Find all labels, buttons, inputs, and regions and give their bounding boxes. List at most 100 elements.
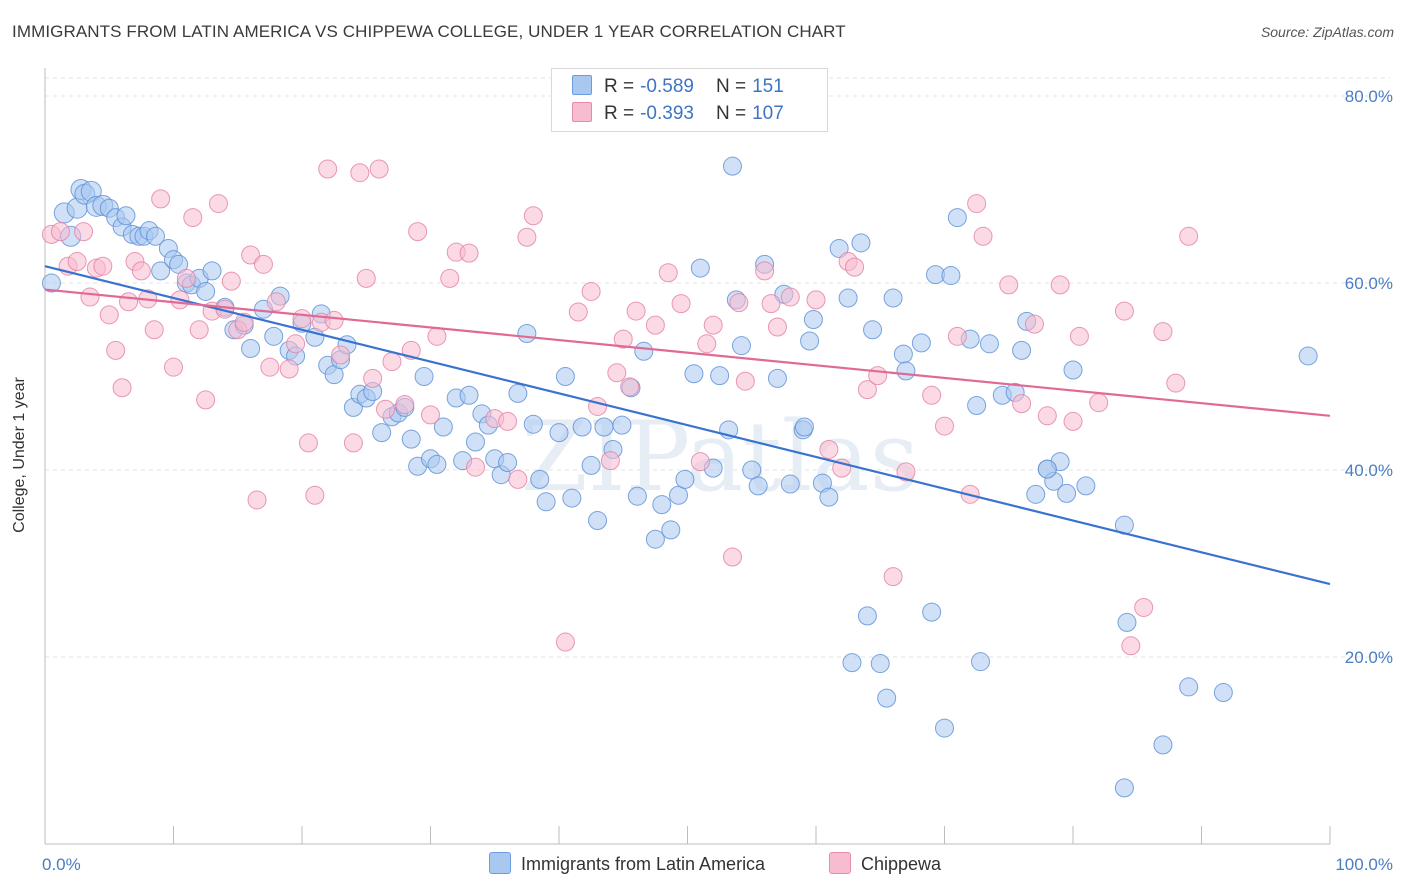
- point-chippewa-62: [517, 227, 537, 247]
- series-chippewa: [41, 159, 1199, 656]
- point-chippewa-10: [112, 378, 132, 398]
- point-chippewa-36: [292, 309, 312, 329]
- point-chippewa-77: [697, 334, 717, 354]
- point-chippewa-110: [1121, 636, 1141, 656]
- point-immigrants-116: [896, 361, 916, 381]
- legend-swatch-pink: [572, 102, 592, 122]
- point-immigrants-25: [196, 281, 216, 301]
- point-immigrants-75: [581, 455, 601, 475]
- trend-line-immigrants: [44, 265, 1331, 586]
- point-immigrants-82: [634, 341, 654, 361]
- point-chippewa-50: [395, 395, 415, 415]
- point-immigrants-136: [1076, 476, 1096, 496]
- point-chippewa-114: [1179, 226, 1199, 246]
- point-immigrants-139: [1037, 459, 1057, 479]
- point-immigrants-121: [941, 266, 961, 286]
- point-chippewa-46: [363, 368, 383, 388]
- point-chippewa-28: [234, 312, 254, 332]
- point-immigrants-30: [241, 338, 261, 358]
- point-chippewa-68: [600, 451, 620, 471]
- point-immigrants-87: [675, 469, 695, 489]
- point-chippewa-80: [729, 293, 749, 313]
- point-immigrants-69: [530, 469, 550, 489]
- point-chippewa-70: [613, 329, 633, 349]
- point-immigrants-118: [922, 602, 942, 622]
- point-immigrants-144: [1213, 683, 1233, 703]
- point-chippewa-97: [947, 326, 967, 346]
- point-chippewa-87: [819, 439, 839, 459]
- trend-lines: [44, 265, 1331, 586]
- point-chippewa-52: [408, 222, 428, 242]
- point-chippewa-96: [935, 416, 954, 436]
- point-chippewa-5: [80, 287, 100, 307]
- legend-swatch-blue: [489, 852, 511, 874]
- point-chippewa-8: [99, 305, 119, 325]
- point-immigrants-120: [935, 718, 954, 738]
- point-immigrants-76: [588, 511, 608, 531]
- point-immigrants-60: [465, 432, 485, 452]
- legend-swatch-blue: [572, 75, 592, 95]
- point-chippewa-34: [279, 359, 299, 379]
- point-chippewa-86: [806, 290, 826, 310]
- point-immigrants-32: [264, 326, 284, 346]
- point-chippewa-103: [1024, 314, 1044, 334]
- point-immigrants-67: [517, 324, 537, 344]
- point-immigrants-84: [652, 495, 672, 515]
- point-chippewa-54: [427, 326, 447, 346]
- point-immigrants-103: [803, 309, 823, 329]
- point-chippewa-85: [780, 287, 800, 307]
- point-chippewa-60: [498, 411, 518, 431]
- point-chippewa-90: [845, 257, 865, 277]
- point-chippewa-57: [459, 243, 479, 263]
- series-legend: Immigrants from Latin America Chippewa: [0, 852, 1406, 878]
- point-immigrants-96: [748, 476, 768, 496]
- point-immigrants-109: [851, 233, 871, 253]
- point-immigrants-86: [669, 485, 689, 505]
- legend-r-label: R =: [604, 103, 635, 124]
- y-tick-label-2: 60.0%: [1345, 274, 1393, 293]
- point-immigrants-70: [536, 492, 556, 512]
- point-immigrants-100: [780, 474, 800, 494]
- point-chippewa-95: [922, 385, 942, 405]
- point-immigrants-79: [612, 415, 632, 435]
- point-immigrants-94: [731, 336, 751, 356]
- point-immigrants-122: [947, 208, 967, 228]
- point-chippewa-63: [523, 206, 543, 226]
- point-chippewa-29: [241, 245, 261, 265]
- point-chippewa-21: [189, 320, 209, 340]
- point-immigrants-51: [401, 429, 421, 449]
- point-chippewa-92: [868, 366, 888, 386]
- legend-swatch-pink: [829, 852, 851, 874]
- point-immigrants-81: [627, 486, 647, 506]
- point-chippewa-104: [1037, 406, 1057, 426]
- point-chippewa-100: [973, 226, 993, 246]
- legend-n-value: 107: [752, 103, 784, 124]
- point-immigrants-125: [970, 652, 990, 672]
- point-chippewa-1: [50, 222, 70, 242]
- point-chippewa-9: [106, 340, 126, 360]
- point-immigrants-143: [1114, 778, 1134, 798]
- y-tick-label-3: 80.0%: [1345, 87, 1393, 106]
- point-immigrants-17: [146, 226, 166, 246]
- point-chippewa-113: [1166, 373, 1186, 393]
- legend-label-immigrants: Immigrants from Latin America: [521, 854, 766, 874]
- point-chippewa-45: [356, 268, 376, 288]
- point-immigrants-98: [767, 368, 787, 388]
- point-immigrants-112: [870, 654, 890, 674]
- point-chippewa-58: [465, 457, 485, 477]
- point-chippewa-74: [658, 263, 678, 283]
- legend-r-label: R =: [604, 76, 635, 97]
- legend-n-value: 151: [752, 76, 784, 97]
- point-immigrants-138: [1026, 484, 1046, 504]
- point-chippewa-78: [703, 315, 723, 335]
- point-chippewa-40: [318, 159, 338, 179]
- point-immigrants-18: [151, 261, 171, 281]
- point-chippewa-20: [183, 208, 203, 228]
- legend-r-value: -0.393: [640, 103, 694, 124]
- point-immigrants-124: [967, 396, 987, 416]
- point-immigrants-74: [572, 417, 592, 437]
- point-immigrants-135: [1063, 360, 1083, 380]
- point-immigrants-108: [842, 653, 862, 673]
- point-immigrants-114: [883, 288, 903, 308]
